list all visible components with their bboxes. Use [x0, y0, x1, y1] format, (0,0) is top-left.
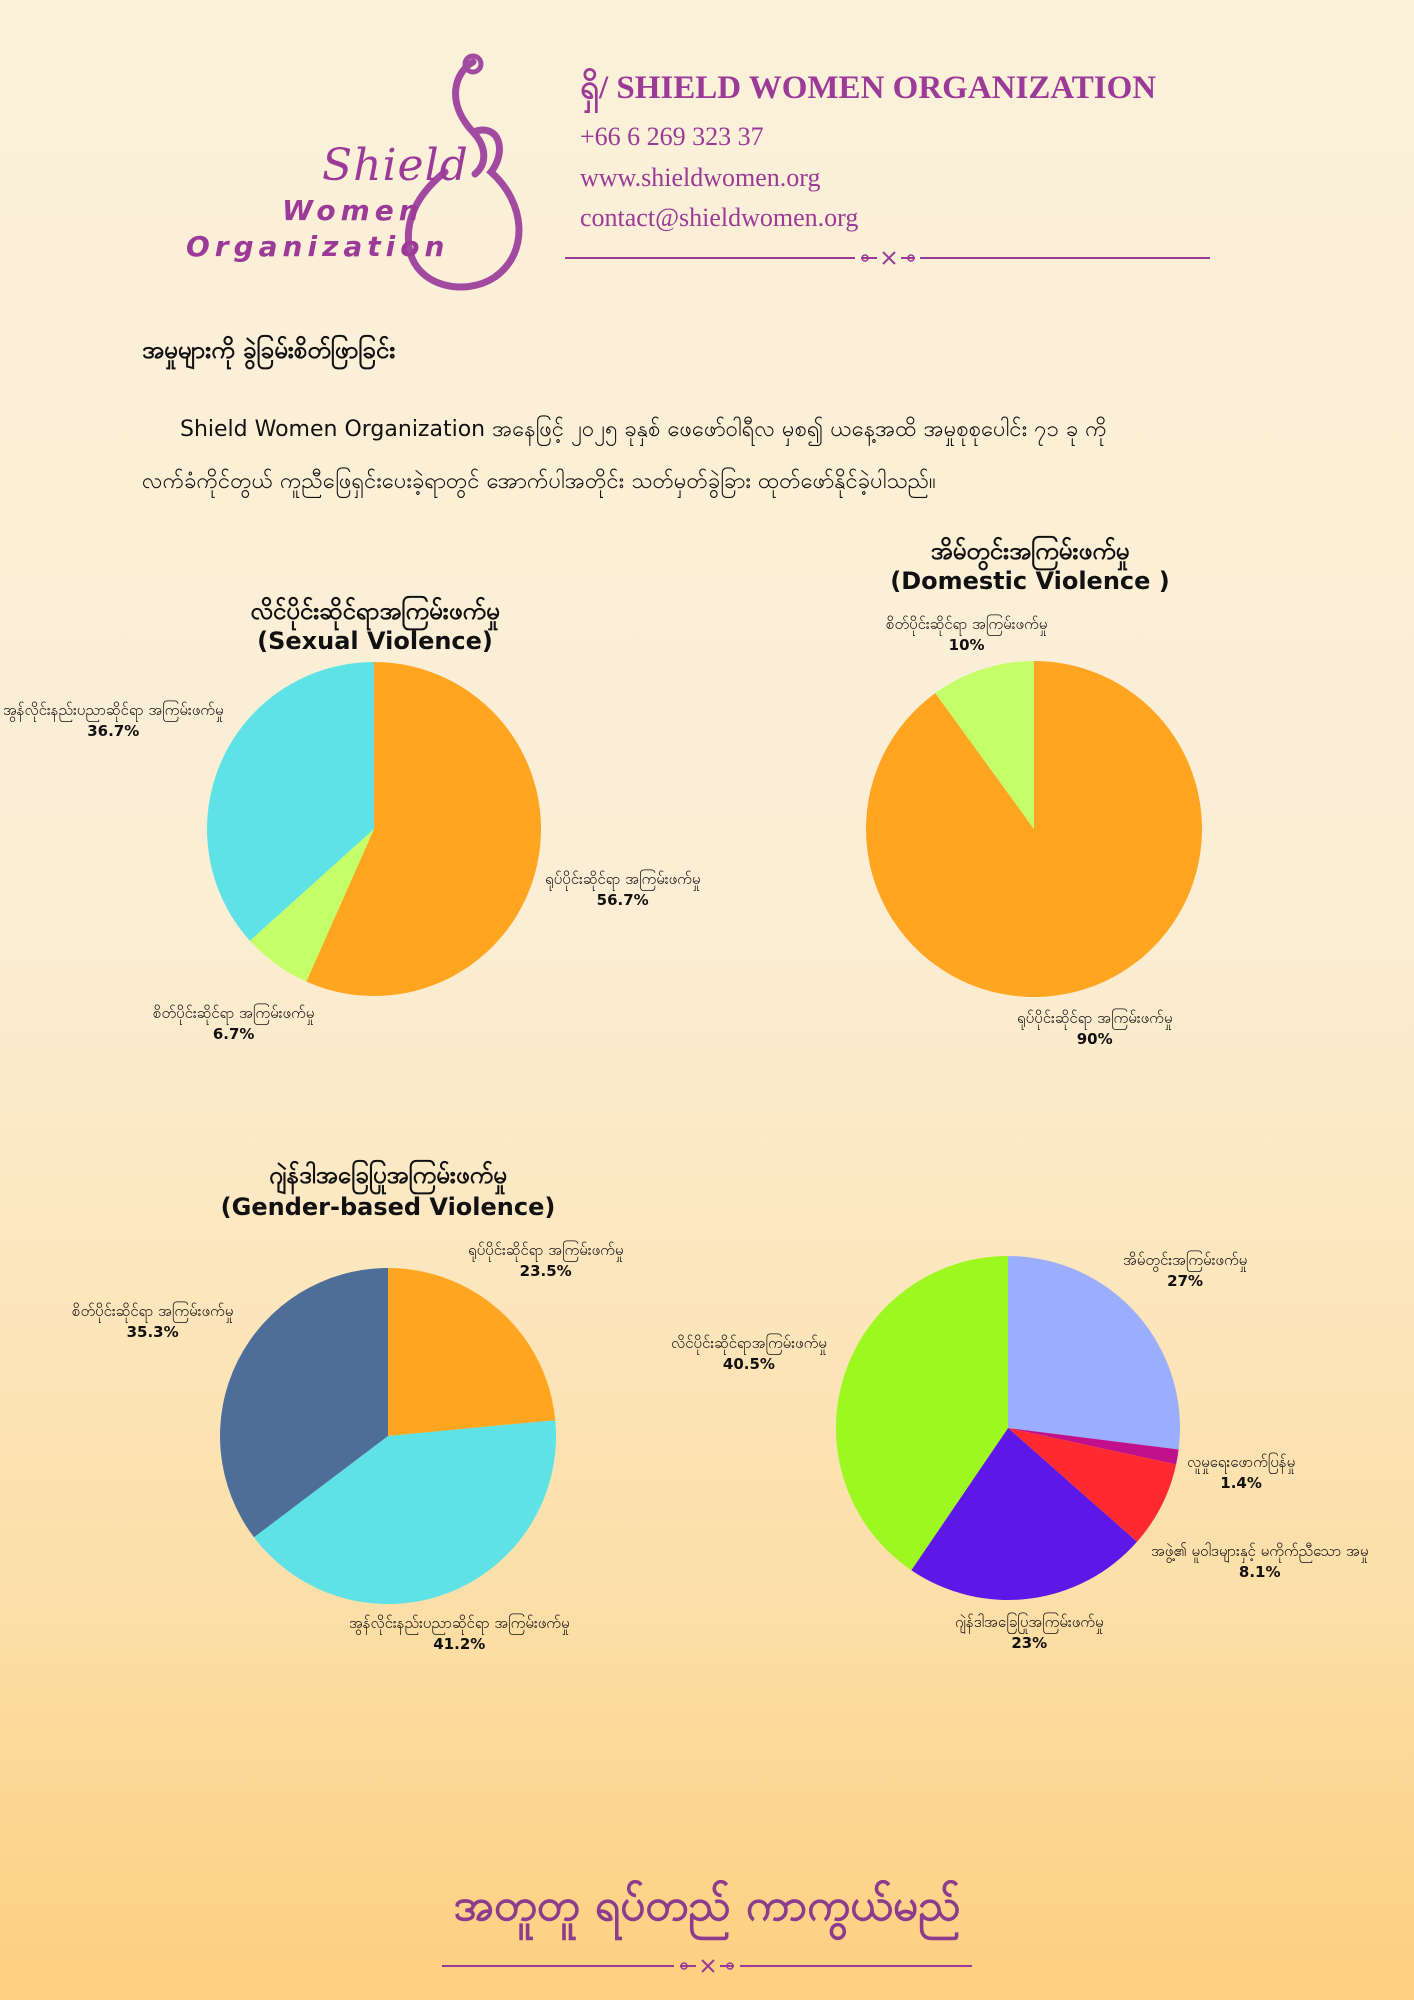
chart1-title: လိင်ပိုင်းဆိုင်ရာအကြမ်းဖက်မှု [250, 597, 500, 625]
pie-slice-1 [935, 661, 1034, 829]
footer-divider [442, 1959, 972, 1973]
chart4-label-policy: အဖွဲ့၏ မူဝါဒများနှင့် မကိုက်ညီသော အမှု 8.… [1151, 1542, 1369, 1581]
pie-slice-3 [911, 1428, 1138, 1600]
chart4-pie [836, 1256, 1180, 1600]
footer-slogan: အတူတူ ရပ်တည် ကာကွယ်မည် [453, 1880, 961, 1931]
pie-slice-0 [388, 1268, 556, 1436]
chart3-subtitle: (Gender-based Violence) [220, 1193, 556, 1221]
phone-number[interactable]: +66 6 269 323 37 [580, 122, 764, 151]
chart3-title: ဂျဲန်ဒါအခြေပြုအကြမ်းဖက်မှု [269, 1161, 507, 1189]
pie-slice-4 [836, 1256, 1008, 1571]
intro-line-2: လက်ခံကိုင်တွယ် ကူညီဖြေရှင်းပေးခဲ့ရာတွင် … [142, 469, 936, 494]
chart2-pie [866, 661, 1202, 997]
chart3-label-physical: ရုပ်ပိုင်းဆိုင်ရာ အကြမ်းဖက်မှု 23.5% [468, 1241, 624, 1280]
pie-slice-0 [1008, 1256, 1180, 1450]
chart1-subtitle: (Sexual Violence) [257, 627, 493, 655]
pie-slice-1 [253, 1420, 556, 1604]
logo-organization-text: Organization [186, 230, 450, 263]
chart2-label-psychological: စိတ်ပိုင်းဆိုင်ရာ အကြမ်းဖက်မှု 10% [886, 615, 1048, 654]
section-title: အမှုများကို ခွဲခြမ်းစိတ်ဖြာခြင်း [142, 336, 396, 364]
pie-slice-2 [1008, 1428, 1177, 1542]
pie-slice-0 [306, 662, 541, 996]
chart3-label-psychological: စိတ်ပိုင်းဆိုင်ရာ အကြမ်းဖက်မှု 35.3% [72, 1302, 234, 1341]
chart4-label-social: လူမှုရေးဖောက်ပြန်မှု 1.4% [1187, 1453, 1296, 1492]
chart3-pie [220, 1268, 556, 1604]
chart2-title: အိမ်တွင်းအကြမ်းဖက်မှု [930, 537, 1130, 565]
logo-women-text: Women [282, 194, 424, 227]
chart1-pie [207, 662, 541, 996]
chart1-label-psychological: စိတ်ပိုင်းဆိုင်ရာ အကြမ်းဖက်မှု 6.7% [153, 1004, 315, 1043]
chart4-label-gender: ဂျဲန်ဒါအခြေပြုအကြမ်းဖက်မှု 23% [955, 1613, 1104, 1652]
logo-figure-icon [404, 53, 523, 291]
chart1-label-physical: ရုပ်ပိုင်းဆိုင်ရာ အကြမ်းဖက်မှု 56.7% [545, 870, 701, 909]
website-link[interactable]: www.shieldwomen.org [580, 163, 821, 192]
chart4-label-sexual: လိင်ပိုင်းဆိုင်ရာအကြမ်းဖက်မှု 40.5% [671, 1334, 827, 1373]
pie-slice-2 [207, 662, 374, 941]
chart2-label-physical: ရုပ်ပိုင်းဆိုင်ရာ အကြမ်းဖက်မှု 90% [1017, 1009, 1173, 1048]
chart4-label-domestic: အိမ်တွင်းအကြမ်းဖက်မှု 27% [1123, 1251, 1248, 1290]
pie-slice-1 [249, 829, 374, 982]
chart3-label-online: အွန်လိုင်းနည်းပညာဆိုင်ရာ အကြမ်းဖက်မှု 41.… [349, 1614, 570, 1653]
pie-slice-2 [220, 1268, 388, 1538]
chart2-subtitle: (Domestic Violence ) [890, 567, 1170, 595]
logo-shield-text: Shield [322, 140, 469, 191]
org-name: ရှိ/ SHIELD WOMEN ORGANIZATION [580, 70, 1157, 106]
pie-slice-1 [1008, 1428, 1179, 1465]
intro-line-1: Shield Women Organization အနေဖြင့် ၂၀၂၅ … [180, 417, 1107, 442]
chart1-label-online: အွန်လိုင်းနည်းပညာဆိုင်ရာ အကြမ်းဖက်မှု 36.… [3, 701, 224, 740]
email-link[interactable]: contact@shieldwomen.org [580, 203, 859, 232]
header-divider [565, 251, 1210, 265]
